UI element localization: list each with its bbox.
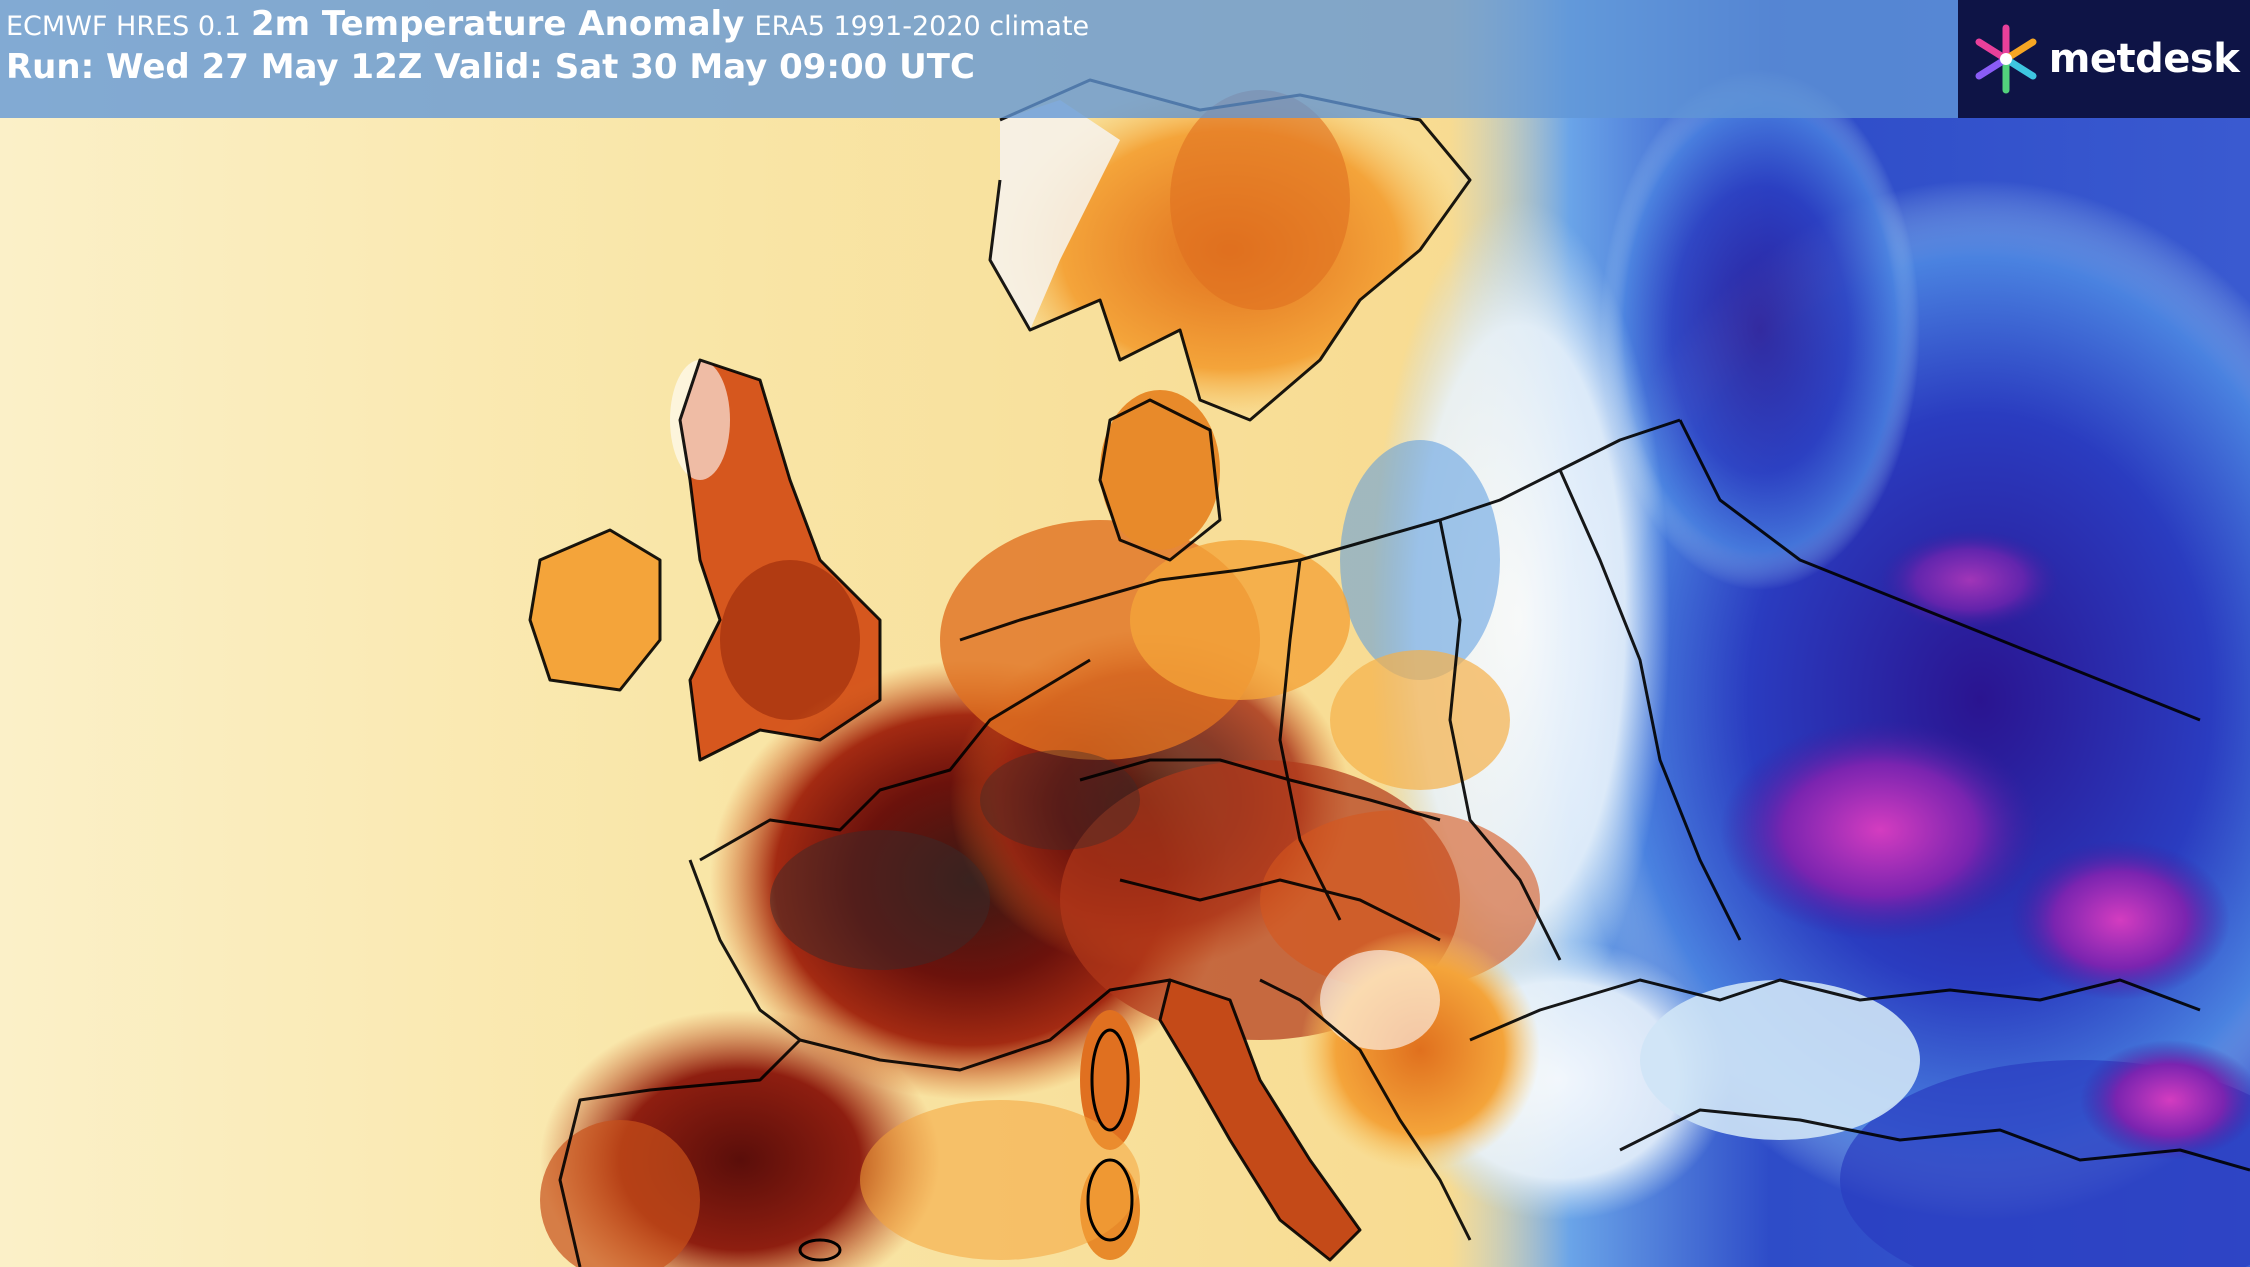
ireland-land: [530, 530, 660, 690]
run-valid-time: Run: Wed 27 May 12Z Valid: Sat 30 May 09…: [6, 47, 975, 87]
extreme-cold-patch: [1720, 720, 2040, 940]
climate-reference: ERA5 1991-2020 climate: [754, 11, 1090, 42]
brand-box: metdesk: [1958, 0, 2250, 118]
map-title: ECMWF HRES 0.1 2m Temperature Anomaly ER…: [6, 4, 1089, 47]
brand-name: metdesk: [2048, 36, 2240, 82]
parameter-name: 2m Temperature Anomaly: [250, 4, 745, 44]
model-name: ECMWF HRES 0.1: [6, 11, 241, 42]
denmark-land: [1100, 390, 1220, 550]
italy-land: [1160, 980, 1360, 1260]
map-header-bar: ECMWF HRES 0.1 2m Temperature Anomaly ER…: [0, 0, 1958, 118]
metdesk-starburst-logo-icon: [1975, 24, 2037, 94]
coastlines-and-borders: [528, 78, 2250, 1267]
